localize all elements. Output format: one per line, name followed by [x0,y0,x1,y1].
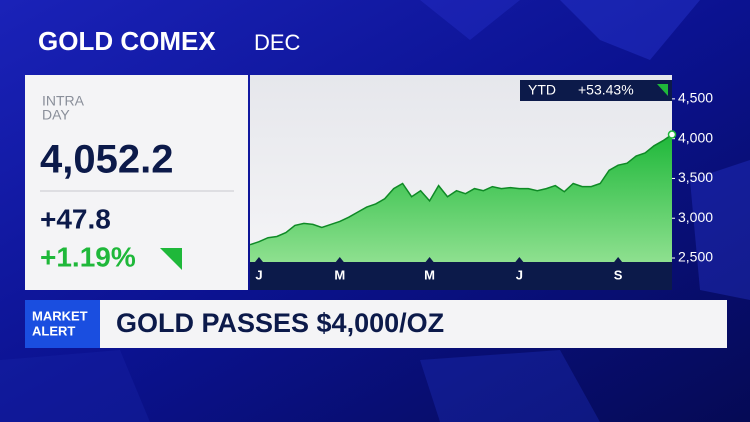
header-contract: DEC [254,30,301,55]
ytd-label: YTD [528,82,556,98]
plot [249,98,677,262]
headline-bar [100,300,727,348]
last-point [667,130,677,139]
x-tick-marker [254,257,263,262]
x-tick-marker [614,257,623,262]
x-tick-label: M [424,267,435,282]
alert-tag-text: MARKET [32,308,88,323]
x-tick-label: J [516,267,523,282]
y-tick-label: 3,000 [678,209,713,225]
ytd-value: +53.43% [578,82,634,98]
quote-price: 4,052.2 [40,138,173,182]
quote-label: DAY [42,107,70,123]
quote-change-pct: +1.19% [40,241,136,272]
quote-panel [25,75,248,290]
x-tick-marker [425,257,434,262]
x-tick-marker [515,257,524,262]
header-title: GOLD COMEX [38,26,216,56]
alert-tag [25,300,100,348]
y-tick-label: 3,500 [678,169,713,185]
y-tick-label: 2,500 [678,249,713,265]
area-fill [250,134,672,262]
headline: GOLD PASSES $4,000/OZ [116,308,444,338]
area-line [249,133,673,246]
ytd-box [520,80,672,101]
x-tick-label: M [334,267,345,282]
x-axis-strip [250,262,672,290]
x-tick-marker [335,257,344,262]
y-tick-label: 4,000 [678,129,713,145]
ytd-arrow [657,84,668,96]
x-tick-label: S [614,267,623,282]
alert-tag-text: ALERT [32,323,75,338]
quote-label: INTRA [42,93,85,109]
y-tick-label: 4,500 [678,90,713,106]
quote-change: +47.8 [40,203,111,234]
down-right-arrow [160,248,182,270]
x-tick-label: J [255,267,262,282]
